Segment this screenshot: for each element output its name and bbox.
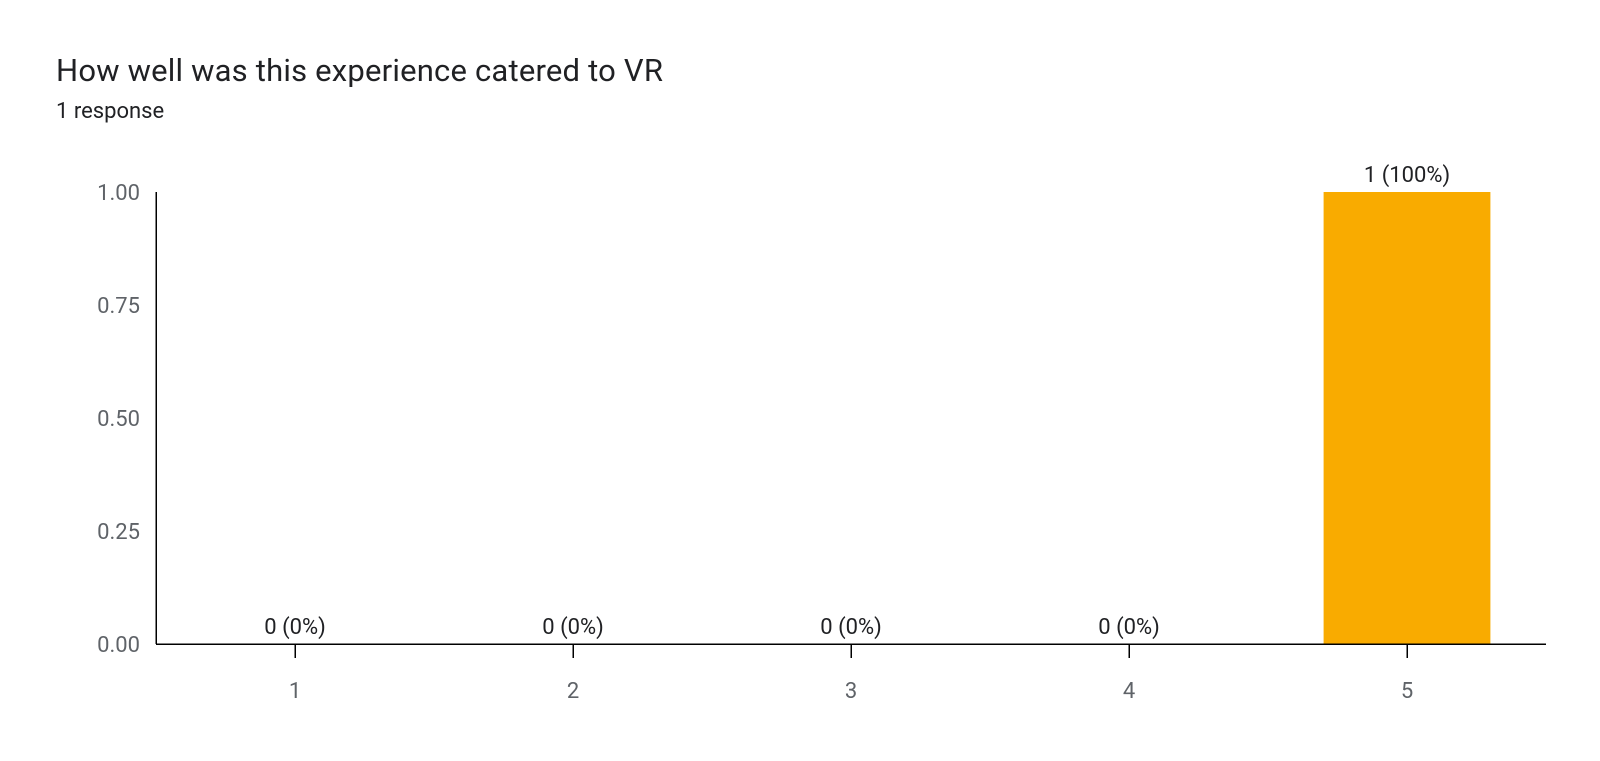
bar-value-label: 0 (0%) [820, 615, 882, 640]
chart-subtitle: 1 response [56, 99, 1544, 124]
x-tick-label: 4 [1123, 679, 1135, 704]
chart-title: How well was this experience catered to … [56, 52, 1544, 89]
x-tick-label: 5 [1401, 679, 1413, 704]
bar-chart: 0.00 0.25 0.50 0.75 1.00 0 (0%) 1 0 (0%) 2 0 (0%)… [56, 164, 1556, 724]
bar-value-label: 1 (100%) [1364, 164, 1450, 188]
x-tick-label: 1 [289, 679, 301, 704]
y-tick-label: 0.75 [97, 294, 140, 319]
bar-value-label: 0 (0%) [1098, 615, 1160, 640]
bar [1324, 192, 1491, 644]
chart-card: How well was this experience catered to … [0, 0, 1600, 761]
x-tick-label: 2 [567, 679, 579, 704]
bar-value-label: 0 (0%) [264, 615, 326, 640]
x-tick-label: 3 [845, 679, 857, 704]
y-tick-label: 0.50 [97, 407, 140, 432]
bar-value-label: 0 (0%) [542, 615, 604, 640]
y-tick-label: 1.00 [97, 181, 140, 206]
y-tick-label: 0.00 [97, 633, 140, 658]
y-tick-label: 0.25 [97, 520, 140, 545]
